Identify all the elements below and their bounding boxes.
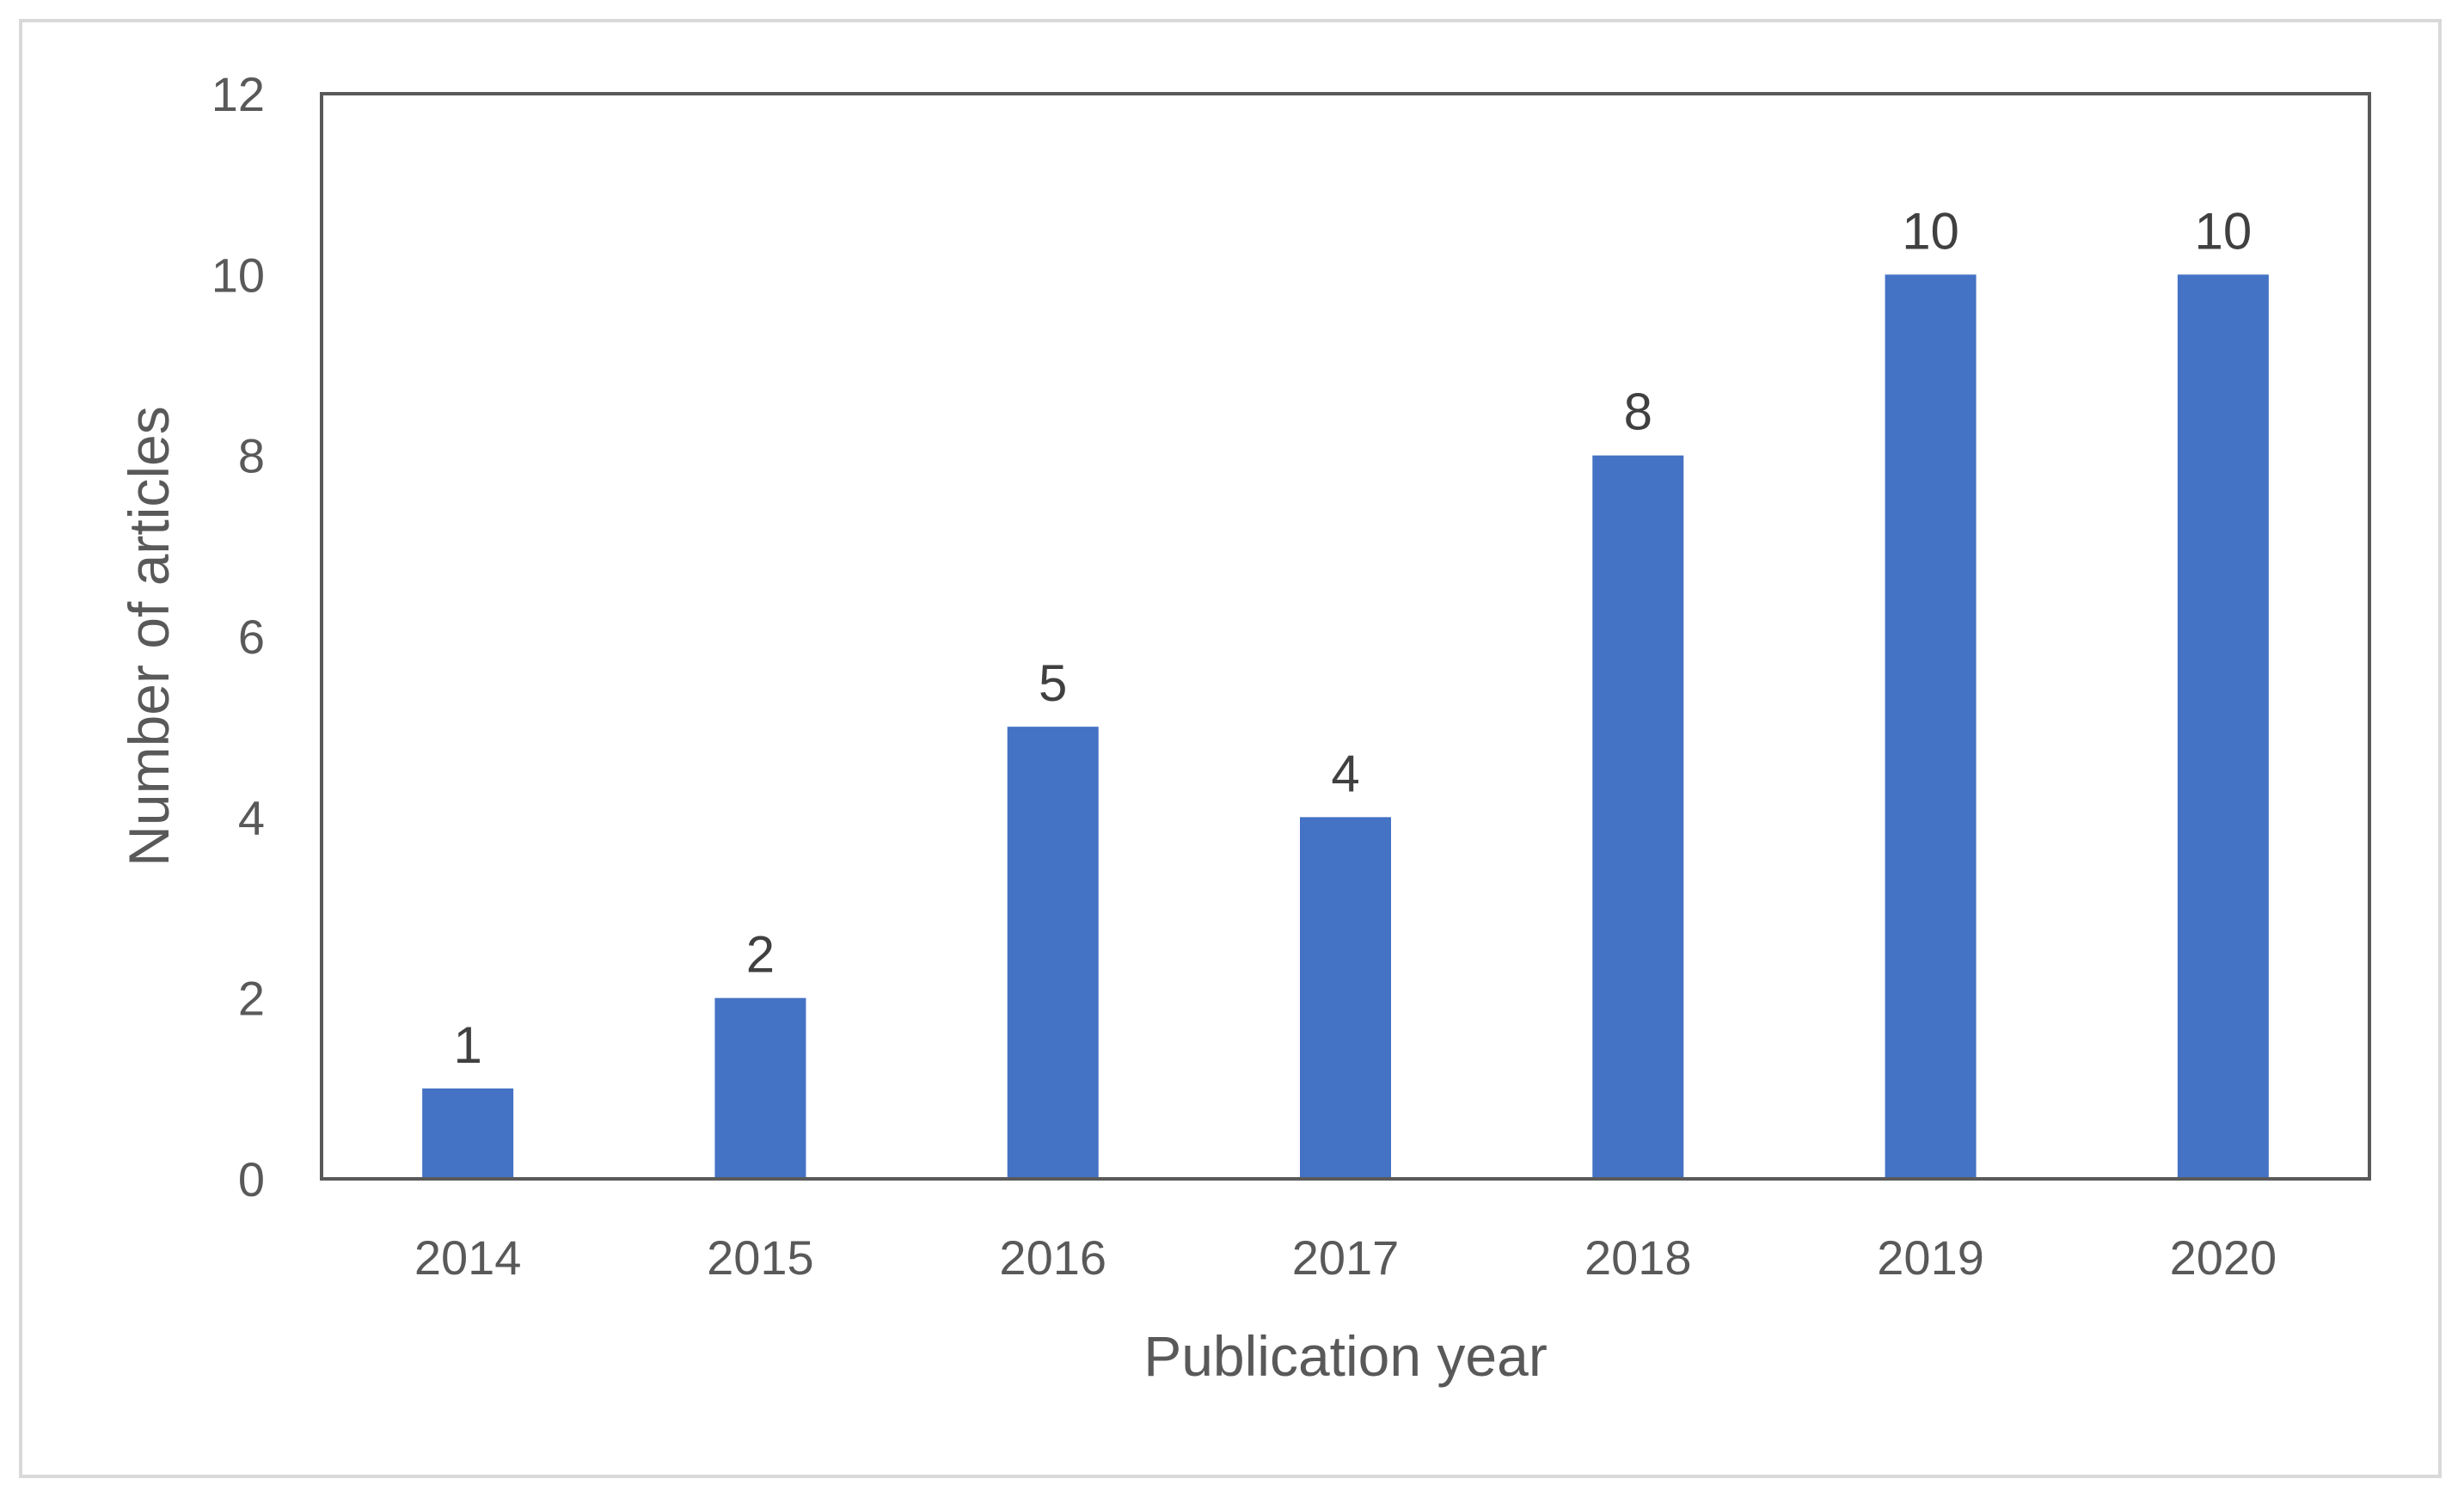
y-axis-title: Number of articles — [117, 406, 181, 867]
bar-data-label: 5 — [1039, 654, 1067, 712]
bar-data-label: 4 — [1331, 745, 1359, 802]
x-tick-label: 2014 — [414, 1230, 522, 1285]
chart-frame — [19, 19, 2442, 1478]
x-tick-label: 2015 — [707, 1230, 814, 1285]
x-tick-label: 2020 — [2170, 1230, 2277, 1285]
bar — [1592, 455, 1684, 1179]
y-tick-label: 12 — [211, 67, 265, 121]
bar — [1300, 817, 1391, 1179]
bar-data-label: 8 — [1624, 383, 1652, 441]
x-tick-label: 2017 — [1292, 1230, 1400, 1285]
y-axis-ticks: 0 2 4 6 8 10 12 — [211, 67, 265, 1206]
y-tick-label: 10 — [211, 248, 265, 302]
data-labels: 1 2 5 4 8 10 10 — [453, 202, 2252, 1074]
bars-layer — [422, 274, 2269, 1179]
x-axis-ticks: 2014 2015 2016 2017 2018 2019 2020 — [414, 1230, 2277, 1285]
bar-data-label: 10 — [2194, 202, 2252, 260]
bar — [1885, 274, 1977, 1179]
bar-data-label: 10 — [1902, 202, 1959, 260]
bar — [422, 1088, 514, 1179]
y-tick-label: 0 — [238, 1152, 265, 1206]
bar — [1007, 727, 1099, 1179]
bar — [714, 997, 806, 1179]
x-tick-label: 2016 — [999, 1230, 1106, 1285]
bar-data-label: 1 — [453, 1016, 481, 1074]
bar — [2177, 274, 2269, 1179]
y-tick-label: 4 — [238, 790, 265, 844]
y-tick-label: 6 — [238, 610, 265, 664]
x-axis-title: Publication year — [1143, 1324, 1548, 1388]
x-tick-label: 2018 — [1584, 1230, 1692, 1285]
plot-area — [320, 92, 2371, 1181]
y-tick-label: 2 — [238, 972, 265, 1026]
y-tick-label: 8 — [238, 429, 265, 483]
bar-data-label: 2 — [746, 926, 775, 984]
x-tick-label: 2019 — [1877, 1230, 1984, 1285]
